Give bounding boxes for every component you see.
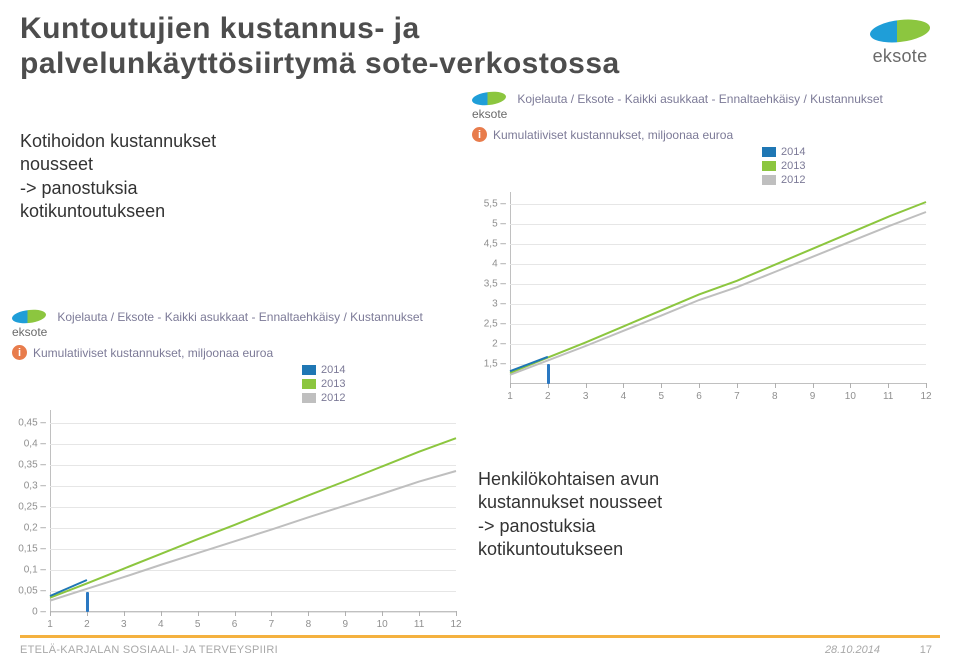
note-henkilokohtainen: Henkilökohtaisen avun kustannukset nouss… <box>478 468 662 562</box>
x-tick-label: 6 <box>232 619 238 630</box>
footer-org: ETELÄ-KARJALAN SOSIAALI- JA TERVEYSPIIRI <box>20 644 278 656</box>
series-2013 <box>510 202 926 373</box>
x-tick-label: 11 <box>883 391 893 402</box>
x-tick-label: 4 <box>621 391 627 402</box>
legend-label: 2013 <box>781 160 805 172</box>
x-tick-label: 5 <box>195 619 201 630</box>
legend-label: 2014 <box>781 146 805 158</box>
note-kotihoito: Kotihoidon kustannukset nousseet -> pano… <box>20 130 216 224</box>
legend-swatch <box>762 175 776 185</box>
x-tick-label: 9 <box>810 391 816 402</box>
x-tick-label: 3 <box>121 619 127 630</box>
x-tick-label: 1 <box>507 391 513 402</box>
x-tick-label: 2 <box>84 619 90 630</box>
chart-top-breadcrumb: Kojelauta / Eksote - Kaikki asukkaat - E… <box>517 92 883 106</box>
x-tick-label: 1 <box>47 619 53 630</box>
info-icon: i <box>472 127 487 142</box>
page-title: Kuntoutujien kustannus- ja palvelunkäytt… <box>20 12 620 81</box>
chart-top: eksote Kojelauta / Eksote - Kaikki asukk… <box>472 92 942 388</box>
chart-bottom: eksote Kojelauta / Eksote - Kaikki asukk… <box>12 310 472 616</box>
chart-top-header: eksote Kojelauta / Eksote - Kaikki asukk… <box>472 92 942 121</box>
eksote-logo: eksote <box>870 20 930 67</box>
x-tick-label: 9 <box>342 619 348 630</box>
legend-item: 2013 <box>302 378 472 390</box>
footer-page-number: 17 <box>920 644 932 656</box>
x-tick-label: 7 <box>269 619 275 630</box>
eksote-logo-small: eksote <box>472 92 507 121</box>
series-2013 <box>50 438 456 597</box>
x-tick-label: 12 <box>920 391 931 402</box>
legend-item: 2012 <box>302 392 472 404</box>
series-2014 <box>50 580 87 596</box>
legend-swatch <box>762 161 776 171</box>
legend-swatch <box>302 365 316 375</box>
info-icon: i <box>12 345 27 360</box>
chart-bottom-header: eksote Kojelauta / Eksote - Kaikki asukk… <box>12 310 472 339</box>
chart-top-subtitle: i Kumulatiiviset kustannukset, miljoonaa… <box>472 127 942 142</box>
chart-bottom-plot: 0 –0,05 –0,1 –0,15 –0,2 –0,25 –0,3 –0,35… <box>12 406 462 616</box>
x-tick-label: 11 <box>414 619 424 630</box>
chart-top-legend: 2014 2013 2012 <box>762 146 942 186</box>
chart-bottom-subtitle: i Kumulatiiviset kustannukset, miljoonaa… <box>12 345 472 360</box>
x-tick-label: 8 <box>306 619 312 630</box>
legend-swatch <box>762 147 776 157</box>
legend-label: 2014 <box>321 364 345 376</box>
cursor-bar <box>547 364 550 384</box>
x-tick-label: 2 <box>545 391 551 402</box>
chart-bottom-legend: 2014 2013 2012 <box>302 364 472 404</box>
x-tick-label: 7 <box>734 391 740 402</box>
x-tick-label: 5 <box>658 391 664 402</box>
legend-label: 2012 <box>781 174 805 186</box>
legend-item: 2014 <box>302 364 472 376</box>
cursor-bar <box>86 592 89 612</box>
eksote-logo-text: eksote <box>873 46 928 67</box>
footer-date: 28.10.2014 <box>825 644 880 656</box>
series-2014 <box>510 357 548 371</box>
x-tick-label: 10 <box>845 391 856 402</box>
x-tick-label: 8 <box>772 391 778 402</box>
x-tick-label: 4 <box>158 619 164 630</box>
x-tick-label: 10 <box>377 619 388 630</box>
legend-label: 2013 <box>321 378 345 390</box>
eksote-logo-shape <box>870 17 930 45</box>
footer-accent-bar <box>20 635 940 638</box>
title-line-2: palvelunkäyttösiirtymä sote-verkostossa <box>20 47 620 80</box>
chart-bottom-breadcrumb: Kojelauta / Eksote - Kaikki asukkaat - E… <box>57 310 423 324</box>
legend-item: 2013 <box>762 160 942 172</box>
legend-swatch <box>302 393 316 403</box>
title-line-1: Kuntoutujien kustannus- ja <box>20 12 420 45</box>
x-tick-label: 6 <box>696 391 702 402</box>
legend-item: 2012 <box>762 174 942 186</box>
series-2012 <box>50 471 456 601</box>
x-tick-label: 12 <box>450 619 461 630</box>
legend-item: 2014 <box>762 146 942 158</box>
x-tick-label: 3 <box>583 391 589 402</box>
legend-swatch <box>302 379 316 389</box>
chart-top-plot: 1,5 –2 –2,5 –3 –3,5 –4 –4,5 –5 –5,5 –123… <box>472 188 932 388</box>
series-2012 <box>510 212 926 375</box>
legend-label: 2012 <box>321 392 345 404</box>
eksote-logo-small: eksote <box>12 310 47 339</box>
